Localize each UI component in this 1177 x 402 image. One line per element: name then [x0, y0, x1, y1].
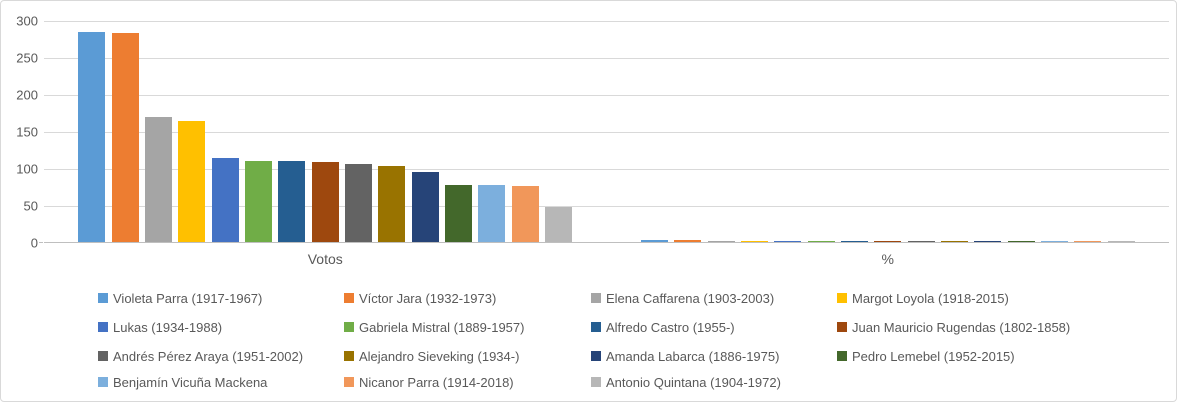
bar--3 [741, 241, 768, 242]
gridline-250 [44, 57, 1169, 59]
bar--14 [1108, 241, 1135, 242]
bar--13 [1074, 241, 1101, 242]
y-axis-tick-label: 200 [16, 87, 38, 102]
bar-votos-5 [245, 161, 272, 242]
y-axis-tick-label: 300 [16, 13, 38, 28]
bar-votos-1 [112, 33, 139, 242]
bar-votos-8 [345, 164, 372, 242]
bar-votos-7 [312, 162, 339, 242]
bar-votos-10 [412, 172, 439, 242]
bar-votos-3 [178, 121, 205, 242]
bar--0 [641, 240, 668, 242]
bar--7 [874, 241, 901, 242]
bar--8 [908, 241, 935, 242]
bar-votos-2 [145, 117, 172, 242]
bar-votos-12 [478, 185, 505, 242]
category-label: Votos [307, 251, 343, 267]
gridline-300 [44, 20, 1169, 22]
bar--4 [774, 241, 801, 242]
gridline-150 [44, 131, 1169, 133]
bar--2 [708, 241, 735, 242]
gridline-50 [44, 205, 1169, 207]
bar-votos-11 [445, 185, 472, 242]
bar--10 [974, 241, 1001, 242]
bar--9 [941, 241, 968, 242]
bar--1 [674, 240, 701, 242]
gridline-100 [44, 168, 1169, 170]
bar-votos-13 [512, 186, 539, 242]
x-axis-line [44, 242, 1169, 243]
bar-votos-0 [78, 32, 105, 242]
y-axis-tick-label: 100 [16, 161, 38, 176]
gridline-200 [44, 94, 1169, 96]
bar-votos-14 [545, 207, 572, 242]
y-axis-tick-label: 150 [16, 124, 38, 139]
y-axis-tick-label: 50 [23, 198, 38, 213]
bar--11 [1008, 241, 1035, 242]
y-axis-tick-label: 250 [16, 50, 38, 65]
x-axis-tick [39, 242, 43, 243]
bar--5 [808, 241, 835, 242]
bar-votos-9 [378, 166, 405, 242]
bar-votos-4 [212, 158, 239, 242]
category-label: % [881, 251, 894, 267]
bar--6 [841, 241, 868, 242]
y-axis-tick-label: 0 [30, 235, 38, 250]
bar--12 [1041, 241, 1068, 242]
bar-votos-6 [278, 161, 305, 242]
